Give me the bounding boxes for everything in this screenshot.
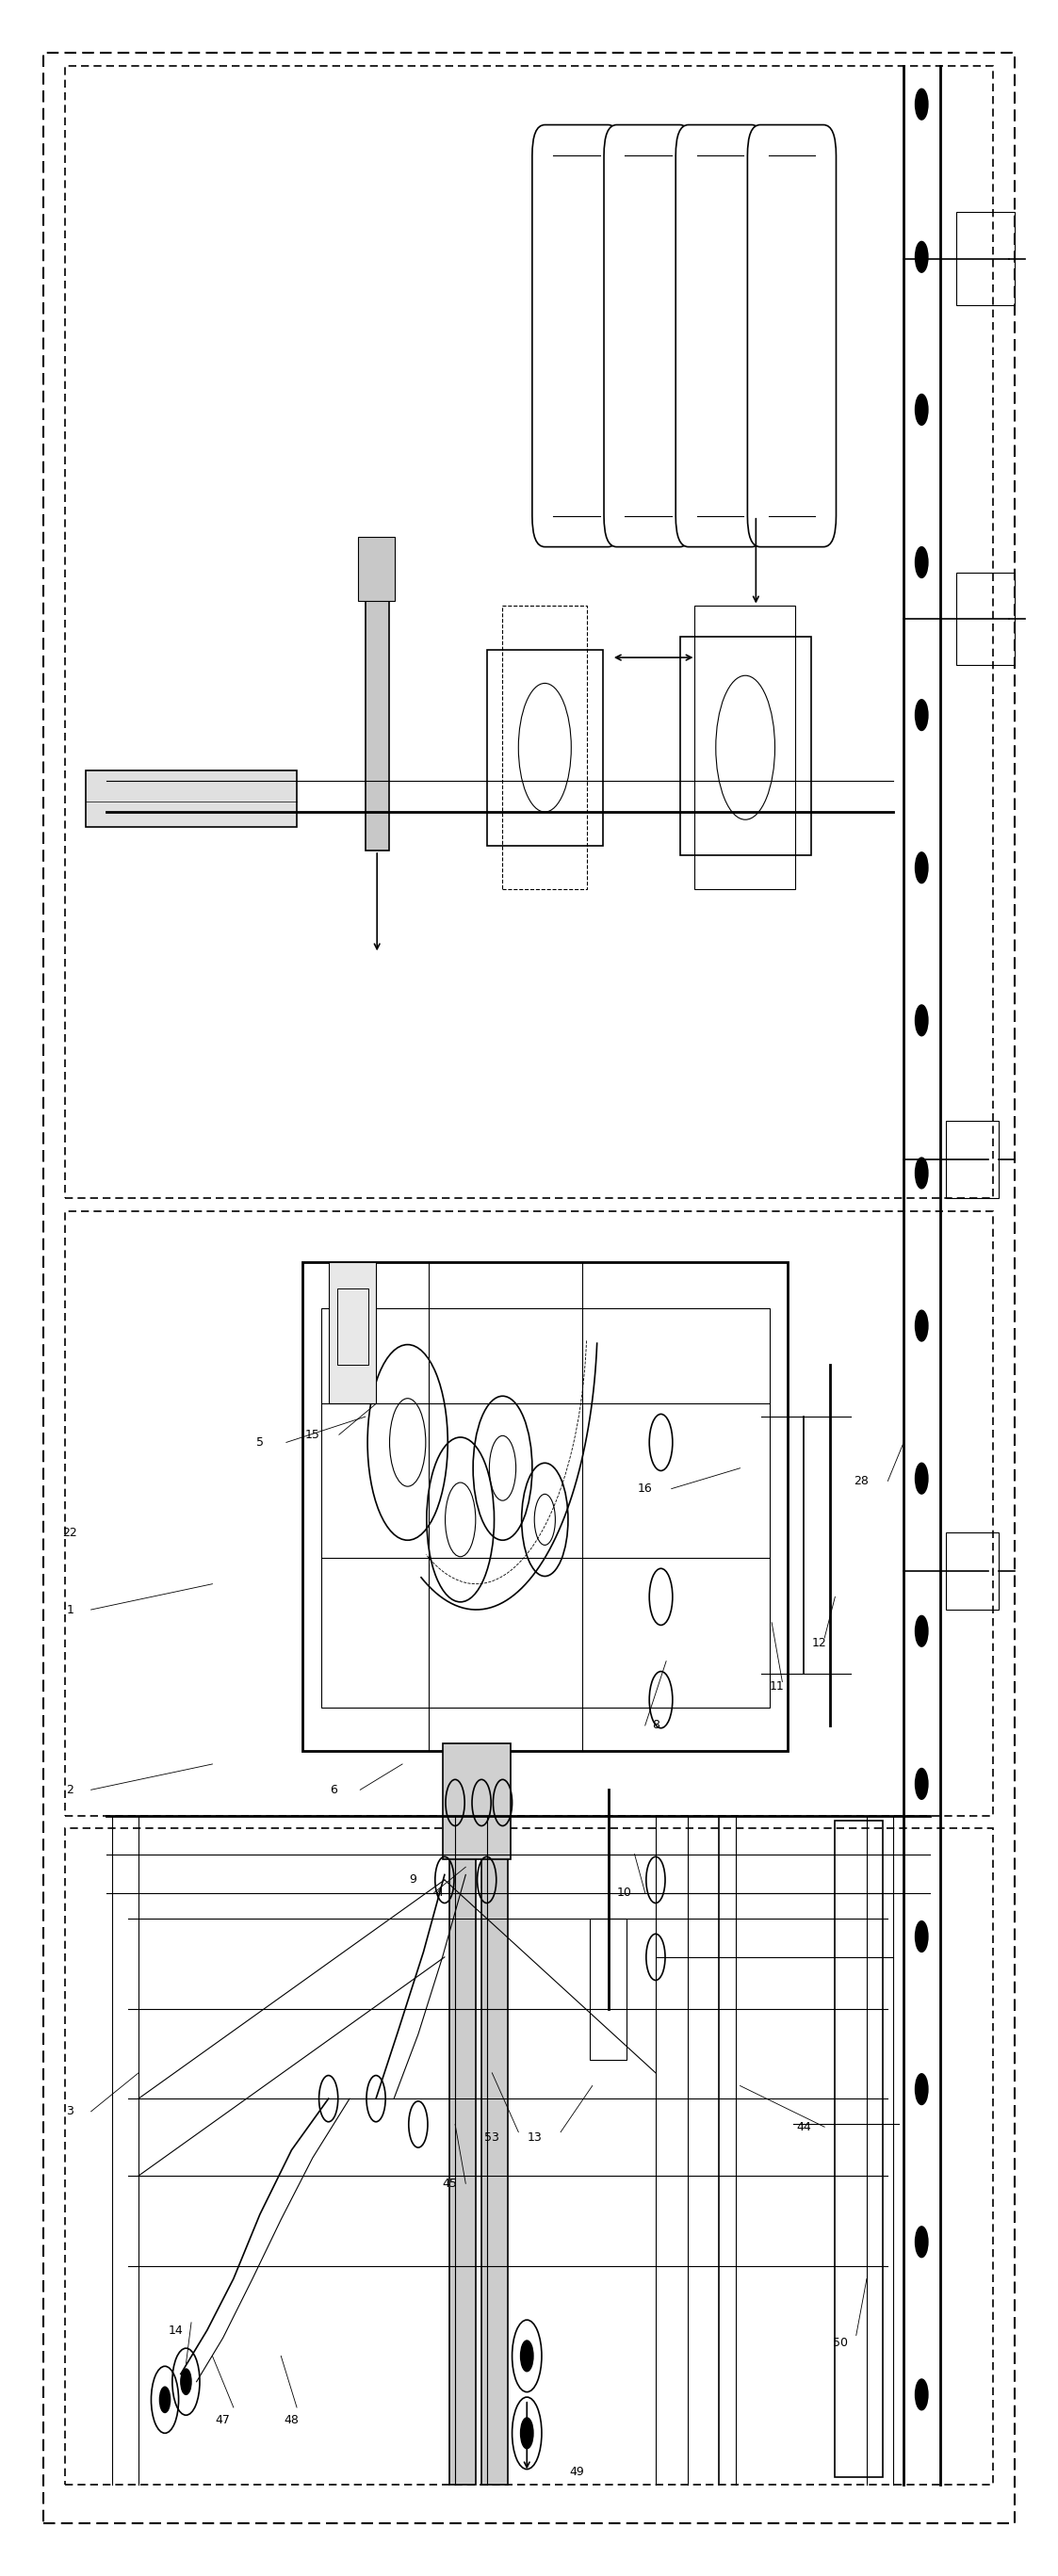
Text: 12: 12	[811, 1636, 826, 1649]
Text: 1: 1	[67, 1602, 74, 1615]
Circle shape	[915, 242, 928, 273]
Circle shape	[915, 2074, 928, 2105]
Polygon shape	[481, 1816, 508, 2486]
Circle shape	[915, 546, 928, 577]
FancyBboxPatch shape	[676, 124, 764, 546]
Circle shape	[915, 1005, 928, 1036]
Text: 28: 28	[854, 1476, 869, 1486]
Circle shape	[181, 2370, 191, 2396]
Polygon shape	[365, 592, 388, 850]
FancyBboxPatch shape	[604, 124, 693, 546]
Text: 45: 45	[442, 2177, 457, 2190]
Circle shape	[915, 1615, 928, 1646]
Text: 15: 15	[305, 1430, 321, 1440]
Text: 16: 16	[638, 1484, 653, 1494]
Circle shape	[915, 1767, 928, 1798]
Text: 44: 44	[796, 2120, 810, 2133]
Text: 48: 48	[284, 2414, 299, 2427]
Circle shape	[915, 1157, 928, 1188]
Circle shape	[915, 2226, 928, 2257]
FancyBboxPatch shape	[532, 124, 621, 546]
Text: 11: 11	[769, 1680, 784, 1692]
Text: 22: 22	[62, 1528, 77, 1538]
Polygon shape	[450, 1816, 476, 2486]
Circle shape	[160, 2388, 170, 2414]
Circle shape	[915, 1463, 928, 1494]
Polygon shape	[328, 1262, 376, 1404]
Circle shape	[521, 2419, 533, 2450]
Circle shape	[915, 1922, 928, 1953]
Text: 8: 8	[652, 1718, 659, 1731]
Circle shape	[915, 853, 928, 884]
Text: 53: 53	[485, 2130, 499, 2143]
Text: 9: 9	[409, 1873, 417, 1886]
FancyBboxPatch shape	[747, 124, 836, 546]
Circle shape	[915, 394, 928, 425]
Text: 4: 4	[436, 1886, 443, 1899]
Text: 3: 3	[67, 2105, 74, 2117]
Text: 50: 50	[833, 2336, 847, 2349]
Text: 5: 5	[256, 1437, 263, 1448]
Polygon shape	[358, 536, 395, 600]
Text: 14: 14	[168, 2324, 183, 2336]
Polygon shape	[442, 1744, 511, 1860]
Circle shape	[915, 88, 928, 118]
Polygon shape	[86, 770, 297, 827]
Text: 49: 49	[569, 2465, 584, 2478]
Circle shape	[521, 2342, 533, 2372]
Text: 6: 6	[330, 1783, 338, 1795]
Circle shape	[915, 701, 928, 732]
Text: 13: 13	[527, 2130, 542, 2143]
Circle shape	[915, 1311, 928, 1342]
Text: 47: 47	[216, 2414, 231, 2427]
Text: 2: 2	[67, 1783, 74, 1795]
Text: 10: 10	[617, 1886, 632, 1899]
Circle shape	[915, 2380, 928, 2411]
